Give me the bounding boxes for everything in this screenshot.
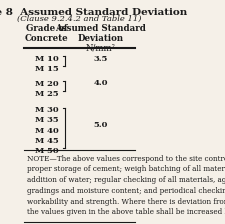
Text: M 25: M 25 bbox=[35, 90, 58, 98]
Text: Concrete: Concrete bbox=[25, 34, 69, 43]
Text: the values given in the above table shall be increased by 1N/mm².: the values given in the above table shal… bbox=[27, 208, 225, 216]
Text: 5.0: 5.0 bbox=[93, 121, 108, 129]
Text: M 50: M 50 bbox=[35, 147, 58, 155]
Text: N/mm²: N/mm² bbox=[86, 44, 116, 53]
Text: M 20: M 20 bbox=[35, 80, 58, 88]
Text: Assumed Standard: Assumed Standard bbox=[55, 24, 146, 32]
Text: M 45: M 45 bbox=[35, 137, 58, 145]
Text: M 30: M 30 bbox=[35, 106, 58, 114]
Text: 4.0: 4.0 bbox=[93, 80, 108, 87]
Text: NOTE—The above values correspond to the site control having: NOTE—The above values correspond to the … bbox=[27, 155, 225, 163]
Text: Grade of: Grade of bbox=[26, 24, 68, 32]
Text: proper storage of cement; weigh batching of all materials; controlled: proper storage of cement; weigh batching… bbox=[27, 165, 225, 173]
Text: M 35: M 35 bbox=[35, 116, 58, 125]
Text: Deviation: Deviation bbox=[78, 34, 124, 43]
Text: Table 8  Assumed Standard Deviation: Table 8 Assumed Standard Deviation bbox=[0, 8, 188, 17]
Text: (Clause 9.2.4.2 and Table 11): (Clause 9.2.4.2 and Table 11) bbox=[17, 15, 142, 23]
Text: M 10: M 10 bbox=[35, 55, 58, 63]
Text: addition of water; regular checking of all materials, aggregate: addition of water; regular checking of a… bbox=[27, 176, 225, 184]
Text: gradings and moisture content; and periodical checking of: gradings and moisture content; and perio… bbox=[27, 187, 225, 195]
Text: workability and strength. Where there is deviation from the above: workability and strength. Where there is… bbox=[27, 198, 225, 206]
Text: M 15: M 15 bbox=[35, 65, 58, 73]
Text: 3.5: 3.5 bbox=[93, 55, 108, 63]
Text: M 40: M 40 bbox=[35, 127, 58, 135]
